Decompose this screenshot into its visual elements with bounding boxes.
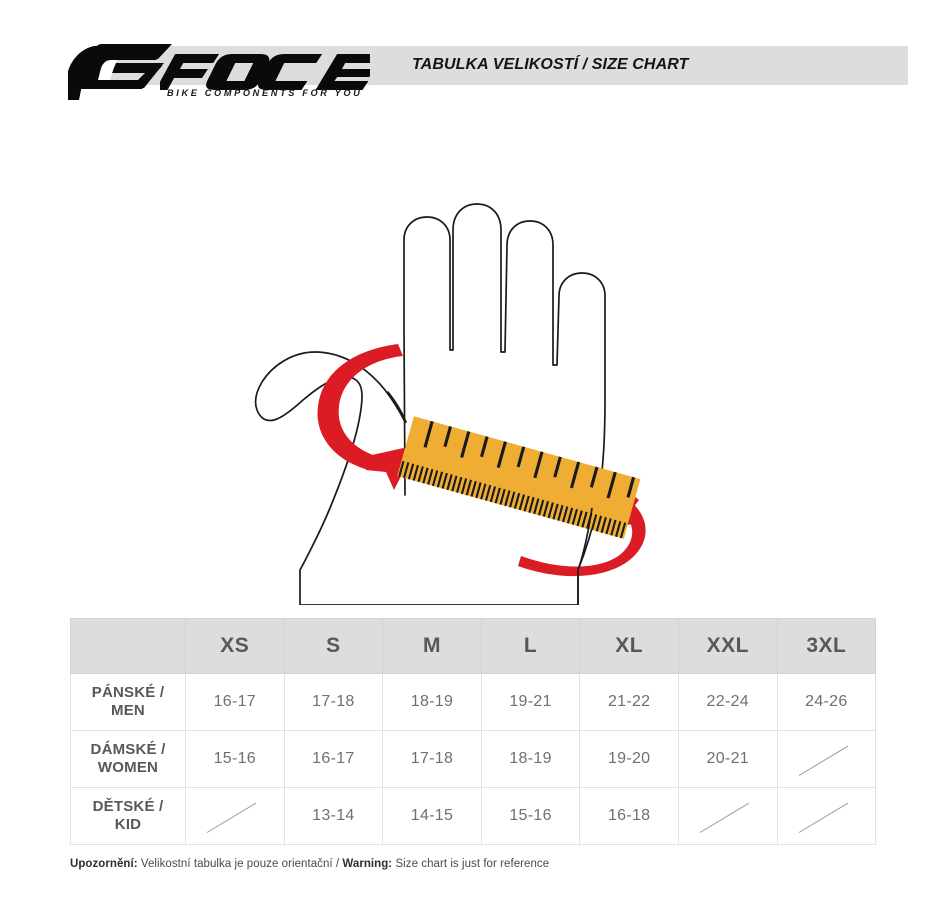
column-header-m: M xyxy=(382,618,482,674)
table-header-row: XS S M L XL XXL 3XL xyxy=(70,618,877,674)
cell-men-s: 17-18 xyxy=(283,673,384,731)
page-title: TABULKA VELIKOSTÍ / SIZE CHART xyxy=(412,56,689,73)
page-header: BIKE COMPONENTS FOR YOU TABULKA VELIKOST… xyxy=(0,0,945,112)
row-label-men: PÁNSKÉ / MEN xyxy=(70,673,186,731)
column-header-s: S xyxy=(283,618,384,674)
thumb-crease-line xyxy=(387,391,407,423)
row-label-men-en: MEN xyxy=(111,702,145,719)
cell-women-xs: 15-16 xyxy=(185,730,285,788)
column-header-3xl: 3XL xyxy=(776,618,877,674)
cell-men-xxl: 22-24 xyxy=(677,673,778,731)
force-tagline: BIKE COMPONENTS FOR YOU xyxy=(167,88,363,98)
column-header-xl: XL xyxy=(579,618,679,674)
row-label-kid: DĚTSKÉ / KID xyxy=(70,787,186,845)
footer-warning-note: Upozornění: Velikostní tabulka je pouze … xyxy=(70,858,549,870)
cell-women-xl: 19-20 xyxy=(579,730,679,788)
column-header-xxl: XXL xyxy=(677,618,778,674)
warning-label-cs: Upozornění: xyxy=(70,858,138,870)
row-label-women-en: WOMEN xyxy=(97,759,159,776)
row-label-men-cs: PÁNSKÉ / xyxy=(91,683,165,701)
cell-women-m: 17-18 xyxy=(382,730,482,788)
cell-kid-s: 13-14 xyxy=(283,787,384,845)
warning-text-en: Size chart is just for reference xyxy=(392,858,550,870)
column-header-l: L xyxy=(480,618,581,674)
table-row-men: PÁNSKÉ / MEN 16-17 17-18 18-19 19-21 21-… xyxy=(70,673,877,731)
cell-kid-3xl-empty xyxy=(776,787,877,845)
cell-kid-l: 15-16 xyxy=(480,787,581,845)
warning-label-en: Warning: xyxy=(342,858,393,870)
force-wordmark xyxy=(160,54,370,90)
table-row-women: DÁMSKÉ / WOMEN 15-16 16-17 17-18 18-19 1… xyxy=(70,730,877,788)
cell-kid-xxl-empty xyxy=(677,787,778,845)
table-row-kid: DĚTSKÉ / KID 13-14 14-15 15-16 16-18 xyxy=(70,787,877,845)
row-label-women-cs: DÁMSKÉ / xyxy=(90,740,166,758)
hand-measure-illustration xyxy=(254,203,646,605)
header-gray-band xyxy=(108,46,908,85)
size-chart-table: XS S M L XL XXL 3XL PÁNSKÉ / MEN 16-17 1… xyxy=(70,618,877,845)
warning-text-cs: Velikostní tabulka je pouze orientační / xyxy=(137,858,343,870)
tape-body xyxy=(397,416,641,539)
cell-women-3xl-empty xyxy=(776,730,877,788)
wrist-right-line xyxy=(577,507,593,605)
cell-women-xxl: 20-21 xyxy=(677,730,778,788)
cell-men-l: 19-21 xyxy=(480,673,581,731)
cell-kid-xl: 16-18 xyxy=(579,787,679,845)
cell-women-l: 18-19 xyxy=(480,730,581,788)
row-label-kid-cs: DĚTSKÉ / xyxy=(92,797,164,815)
cell-kid-m: 14-15 xyxy=(382,787,482,845)
force-logo-mark xyxy=(68,44,172,100)
row-label-women: DÁMSKÉ / WOMEN xyxy=(70,730,186,788)
hand-outline-icon xyxy=(254,203,606,605)
cell-men-xs: 16-17 xyxy=(185,673,285,731)
table-corner-cell xyxy=(70,618,186,674)
tape-major-ticks xyxy=(423,420,636,499)
cell-men-m: 18-19 xyxy=(382,673,482,731)
cell-kid-xs-empty xyxy=(185,787,285,845)
cell-men-xl: 21-22 xyxy=(579,673,679,731)
row-label-kid-en: KID xyxy=(114,816,142,833)
column-header-xs: XS xyxy=(185,618,285,674)
cell-women-s: 16-17 xyxy=(283,730,384,788)
cell-men-3xl: 24-26 xyxy=(776,673,877,731)
